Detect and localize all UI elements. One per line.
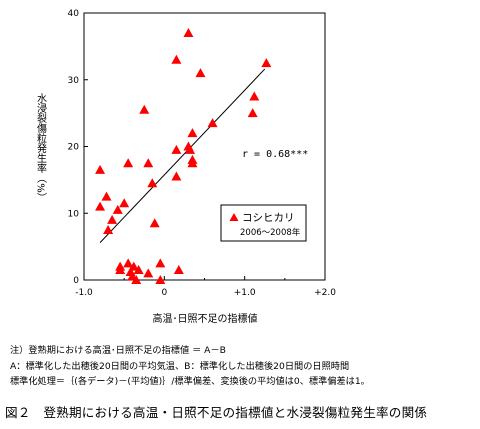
data-point <box>107 214 118 224</box>
data-point <box>155 275 166 284</box>
plot-area <box>83 12 326 281</box>
data-point <box>123 158 134 168</box>
data-point <box>147 178 158 188</box>
data-point <box>115 261 126 271</box>
data-point <box>123 258 134 268</box>
x-tick-label: +1.0 <box>234 288 256 298</box>
y-tick-label: 40 <box>68 9 80 19</box>
data-point <box>183 28 194 38</box>
data-point <box>139 104 150 114</box>
x-axis-title: 高温･日照不足の指標値 <box>153 312 258 325</box>
x-tick-labels: -1.0 0 +1.0 +2.0 <box>75 288 336 298</box>
legend: コシヒカリ 2006～2008年 <box>220 204 307 242</box>
data-point <box>112 204 123 214</box>
data-points <box>95 28 272 284</box>
x-tick-label: -1.0 <box>75 288 93 298</box>
note-line: 標準化処理＝｛(各データ)－(平均値)｝/標準偏差、変換後の平均値は0、標準偏差… <box>10 376 370 387</box>
x-tick-label: 0 <box>161 288 167 298</box>
regression-line <box>99 68 266 243</box>
data-point <box>187 158 198 168</box>
y-axis-title: 水浸裂傷粒発生率（%） <box>35 93 47 203</box>
data-point <box>103 224 114 234</box>
legend-marker <box>229 213 239 221</box>
figure-notes: 注）登熟期における高温･日照不足の指標値 ＝ A－B A：標準化した出穂後20日… <box>10 343 476 390</box>
data-point <box>131 275 142 284</box>
data-point <box>173 264 184 274</box>
correlation-annotation: r = 0.68*** <box>242 149 308 160</box>
note-line: A：標準化した出穂後20日間の平均気温、B：標準化した出穂後20日間の日照時間 <box>10 360 350 372</box>
data-point <box>119 198 130 208</box>
note-line: 注）登熟期における高温･日照不足の指標値 ＝ A－B <box>10 345 226 356</box>
data-point <box>95 164 106 174</box>
y-tick-label: 30 <box>68 76 80 86</box>
data-point <box>171 171 182 181</box>
data-point <box>171 144 182 154</box>
data-point <box>187 128 198 138</box>
data-point <box>195 68 206 78</box>
data-point <box>207 118 218 128</box>
y-tick-labels: 0 10 20 30 40 <box>68 9 80 286</box>
x-tick-label: +2.0 <box>314 288 336 298</box>
data-point <box>149 218 160 228</box>
axis-ticks <box>83 12 326 281</box>
figure-caption: 図２ 登熟期における高温・日照不足の指標値と水浸裂傷粒発生率の関係 <box>5 405 428 420</box>
legend-sublabel: 2006～2008年 <box>240 227 301 238</box>
legend-box <box>220 204 307 242</box>
data-point <box>247 108 258 118</box>
data-point <box>155 258 166 268</box>
data-point <box>128 261 139 271</box>
data-point <box>249 91 260 101</box>
data-point <box>185 144 196 154</box>
data-point <box>143 268 154 278</box>
y-tick-label: 10 <box>68 209 80 219</box>
data-point <box>171 54 182 64</box>
legend-label: コシヒカリ <box>242 212 295 224</box>
data-point <box>101 191 112 201</box>
data-point <box>133 264 144 274</box>
y-tick-label: 20 <box>68 143 80 153</box>
y-tick-label: 0 <box>73 276 79 286</box>
data-point <box>143 158 154 168</box>
data-point <box>261 58 272 68</box>
data-point <box>95 201 106 211</box>
